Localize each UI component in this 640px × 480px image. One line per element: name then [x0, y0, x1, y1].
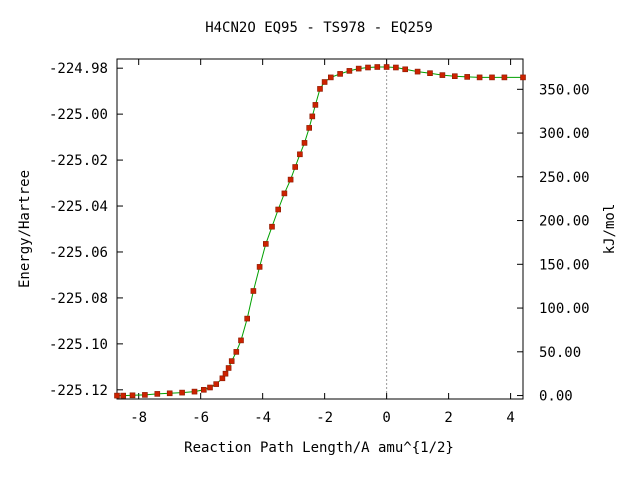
data-point: [520, 74, 526, 81]
data-point: [297, 151, 303, 158]
data-point: [365, 64, 371, 71]
data-point: [287, 176, 294, 183]
data-point: [346, 68, 353, 74]
data-point: [414, 68, 421, 75]
data-point: [228, 358, 235, 364]
y2-tick-label: 250.00: [539, 170, 590, 186]
x-tick-label: -6: [192, 410, 209, 426]
data-point: [281, 190, 288, 197]
data-point: [129, 392, 136, 399]
y-tick-label: -225.02: [49, 153, 108, 169]
data-point: [464, 74, 471, 80]
data-point: [179, 389, 185, 396]
y-tick-label: -225.04: [49, 199, 108, 215]
y2-tick-label: 350.00: [539, 82, 590, 98]
y2-axis-label: kJ/mol: [602, 204, 618, 255]
data-point: [321, 79, 328, 85]
data-point: [476, 74, 483, 81]
data-point: [225, 365, 232, 371]
data-point: [327, 74, 334, 81]
y-axis-label: Energy/Hartree: [17, 170, 33, 288]
x-tick-label: 2: [444, 410, 452, 426]
data-point: [292, 164, 299, 170]
series-line: [117, 66, 523, 397]
data-point: [402, 66, 409, 73]
series-layer: [114, 64, 526, 399]
y2-tick-label: 150.00: [539, 257, 590, 273]
plot-frame: [116, 58, 524, 400]
y2-tick-label: 100.00: [539, 301, 590, 317]
data-point: [309, 113, 316, 120]
data-point: [317, 86, 323, 92]
data-point: [355, 65, 362, 72]
data-point: [166, 390, 173, 397]
y-tick-label: -224.98: [49, 61, 108, 77]
data-point: [222, 370, 229, 377]
data-point: [306, 125, 313, 131]
y-tick-label: -225.12: [49, 383, 108, 399]
data-point: [244, 315, 250, 322]
y-tick-label: -225.08: [49, 291, 108, 307]
data-point: [439, 72, 446, 78]
data-point: [275, 206, 282, 213]
y2-tick-label: 0.00: [539, 389, 573, 405]
x-tick-label: 0: [382, 410, 390, 426]
data-point: [312, 102, 319, 108]
y-tick-label: -225.06: [49, 245, 108, 261]
data-point: [120, 392, 126, 399]
data-point: [207, 384, 213, 391]
y2-tick-label: 300.00: [539, 126, 590, 142]
x-axis-label: Reaction Path Length/A amu^{1/2}: [184, 440, 454, 456]
data-point: [489, 74, 495, 81]
data-point: [256, 264, 263, 270]
axis-ticks: -8 -6 -4 -2 0 2 4 -225.12 -225.10 -225.08 -225.06 -…: [49, 59, 590, 426]
data-point: [301, 140, 308, 146]
data-point: [427, 70, 433, 76]
data-point: [154, 391, 161, 397]
y-tick-label: -225.10: [49, 337, 108, 353]
data-point: [201, 386, 207, 393]
data-point: [393, 64, 399, 71]
data-point: [383, 64, 390, 70]
chart-title: H4CN2O EQ95 - TS978 - EQ259: [205, 20, 433, 36]
data-point: [501, 74, 508, 81]
data-point: [142, 392, 148, 398]
y2-tick-label: 50.00: [539, 345, 581, 361]
data-point: [213, 381, 219, 387]
data-point: [219, 375, 226, 382]
data-point: [233, 349, 240, 355]
x-tick-label: 4: [506, 410, 514, 426]
y-tick-label: -225.00: [49, 107, 108, 123]
data-point: [114, 392, 120, 399]
data-point: [191, 388, 198, 395]
data-point: [262, 241, 269, 247]
data-point: [337, 71, 343, 77]
data-point: [250, 288, 257, 294]
data-point: [238, 337, 244, 344]
data-point: [374, 64, 381, 70]
x-tick-label: -4: [254, 410, 271, 426]
x-tick-label: -8: [130, 410, 147, 426]
data-point: [269, 223, 275, 230]
data-point: [451, 73, 458, 79]
x-tick-label: -2: [316, 410, 333, 426]
y2-tick-label: 200.00: [539, 214, 590, 230]
